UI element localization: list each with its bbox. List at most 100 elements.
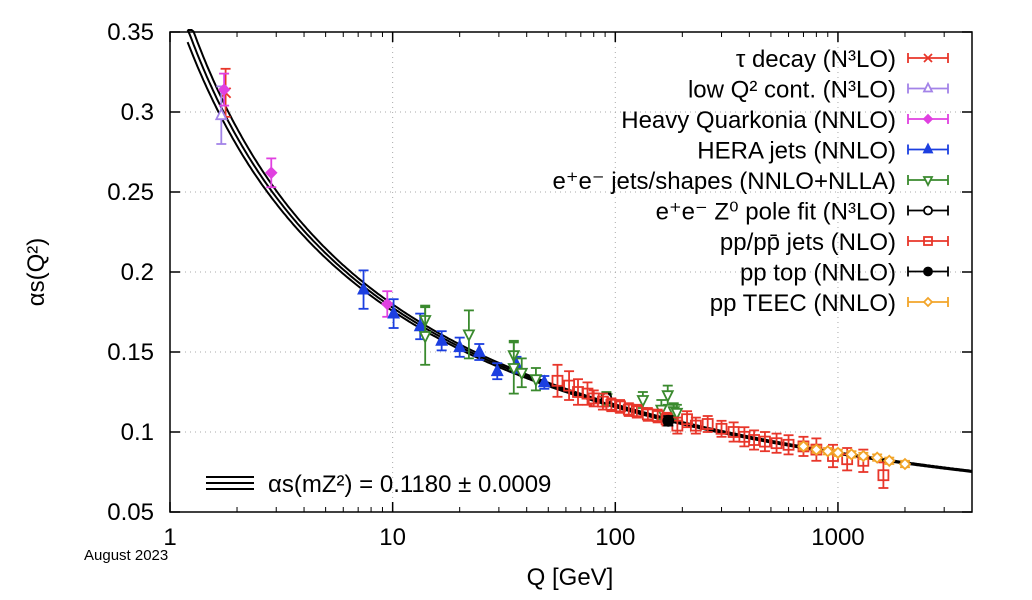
- square-marker: [597, 395, 609, 408]
- y-tick-label: 0.2: [121, 259, 154, 286]
- square-marker: [551, 374, 564, 387]
- data-point: [857, 449, 870, 463]
- diamond-marker: [882, 454, 896, 468]
- data-point: [759, 431, 771, 453]
- series-points: [418, 304, 684, 422]
- legend-label: e⁺e⁻ Z⁰ pole fit (N³LO): [656, 199, 896, 226]
- triangle-marker: [453, 339, 467, 353]
- data-point: [797, 440, 810, 453]
- cross-marker: [923, 53, 933, 63]
- y-tick-label: 0.25: [107, 179, 154, 206]
- triangle-down-marker: [922, 176, 934, 188]
- diamond-marker: [898, 457, 912, 471]
- data-point: [689, 416, 702, 435]
- data-point: [529, 367, 543, 392]
- x-axis-label: Q [GeV]: [527, 564, 614, 591]
- data-point: [537, 374, 551, 390]
- circle-marker: [662, 414, 675, 427]
- data-point: [214, 85, 228, 145]
- y-tick-label: 0.15: [107, 339, 154, 366]
- data-point: [387, 298, 401, 329]
- series-points: [214, 85, 228, 145]
- square-marker: [701, 418, 714, 430]
- data-point: [882, 454, 896, 468]
- diamond-marker: [922, 113, 934, 125]
- data-point: [662, 414, 675, 427]
- data-point: [462, 309, 476, 360]
- data-point: [701, 415, 714, 433]
- diamond-marker: [821, 444, 835, 458]
- x-tick-label: 100: [595, 524, 635, 551]
- square-marker: [782, 438, 795, 451]
- diamond-marker: [217, 83, 231, 96]
- legend-label: HERA jets (NNLO): [697, 138, 896, 165]
- legend-label: pp top (NNLO): [740, 260, 896, 287]
- data-point: [715, 419, 728, 438]
- data-point: [898, 457, 912, 471]
- data-point: [810, 443, 823, 456]
- legend-item: e⁺e⁻ jets/shapes (NNLO+NLLA): [553, 168, 949, 195]
- square-marker: [681, 413, 693, 426]
- diamond-marker: [831, 446, 845, 460]
- triangle-down-marker: [636, 395, 650, 409]
- data-point: [472, 343, 486, 361]
- data-point: [597, 392, 609, 411]
- triangle-down-marker: [661, 390, 675, 404]
- legend-item: HERA jets (NNLO): [697, 138, 949, 165]
- data-point: [551, 363, 564, 398]
- triangle-marker: [435, 332, 449, 346]
- square-marker: [759, 435, 771, 448]
- diamond-marker: [857, 449, 870, 463]
- square-marker: [689, 419, 702, 432]
- data-point: [515, 357, 529, 389]
- data-point: [651, 408, 664, 424]
- data-point: [770, 432, 783, 454]
- data-point: [782, 434, 795, 456]
- triangle-down-marker: [462, 329, 476, 343]
- data-point: [845, 448, 858, 461]
- grid: [170, 32, 972, 512]
- square-marker: [622, 403, 635, 416]
- legend-item: τ decay (N³LO): [736, 46, 949, 73]
- diamond-marker: [870, 451, 884, 464]
- triangle-marker: [922, 81, 934, 93]
- x-tick-label: 10: [379, 524, 406, 551]
- data-point: [821, 444, 835, 458]
- legend-item: pp/pp̄ jets (NLO): [720, 229, 949, 256]
- y-tick-label: 0.3: [121, 99, 154, 126]
- triangle-marker: [214, 107, 228, 121]
- x-tick-label: 1: [163, 524, 176, 551]
- y-axis-label: αs(Q²): [23, 238, 50, 307]
- series-points: [551, 363, 890, 489]
- legend-item: pp TEEC (NNLO): [710, 290, 949, 317]
- square-marker: [770, 437, 783, 450]
- legend-item: Heavy Quarkonia (NNLO): [621, 107, 949, 134]
- date-stamp: August 2023: [84, 547, 168, 564]
- triangle-down-marker: [418, 331, 432, 345]
- triangle-marker: [413, 318, 427, 332]
- data-point: [264, 157, 278, 189]
- legend-label: τ decay (N³LO): [736, 46, 896, 73]
- triangle-down-marker: [670, 407, 684, 421]
- diamond-marker: [264, 166, 278, 180]
- data-point: [490, 362, 504, 381]
- legend: τ decay (N³LO) low Q² cont. (N³LO) Heavy Q…: [553, 46, 949, 317]
- square-marker: [715, 422, 728, 435]
- legend-item: pp top (NNLO): [740, 260, 949, 287]
- diamond-marker: [797, 440, 810, 453]
- square-marker: [563, 379, 575, 392]
- data-point: [661, 384, 675, 406]
- x-axis-ticks: 1 10 100 1000: [163, 32, 973, 551]
- diamond-marker: [381, 297, 394, 311]
- series-points: [797, 440, 912, 471]
- x-tick-label: 1000: [811, 524, 864, 551]
- data-point: [877, 461, 890, 489]
- square-marker: [651, 410, 664, 422]
- series-points: [662, 414, 675, 427]
- square-marker: [605, 398, 618, 411]
- legend-label: pp TEEC (NNLO): [710, 290, 896, 317]
- y-tick-label: 0.35: [107, 19, 154, 46]
- legend-label: pp/pp̄ jets (NLO): [720, 229, 896, 256]
- data-point: [870, 451, 884, 464]
